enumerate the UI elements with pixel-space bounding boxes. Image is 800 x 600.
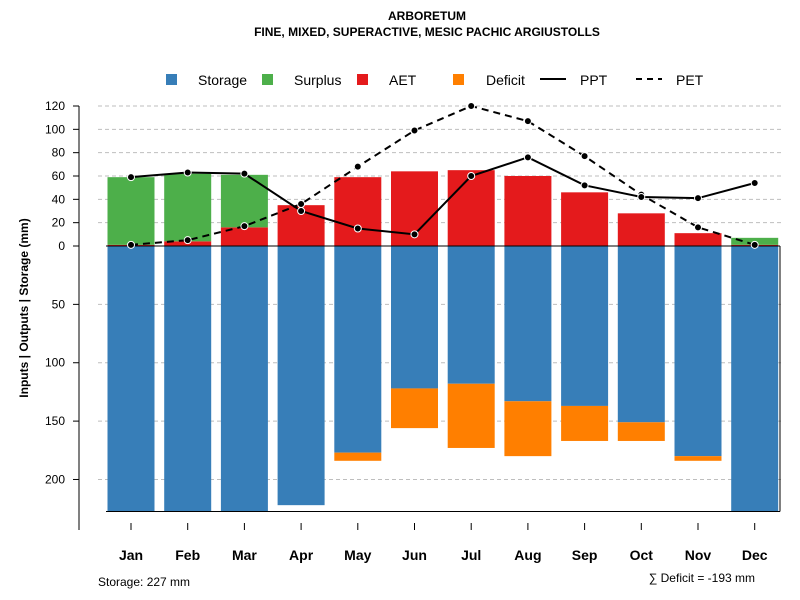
month-label: Oct xyxy=(630,547,654,563)
pet-point xyxy=(183,236,192,245)
storage-bar xyxy=(334,246,382,453)
y-tick-label: 200 xyxy=(45,472,65,486)
legend-aet-label: AET xyxy=(389,72,417,88)
ppt-point xyxy=(127,173,135,182)
pet-point xyxy=(353,162,362,171)
month-label: Feb xyxy=(175,547,200,563)
aet-bar xyxy=(617,213,665,246)
legend-pet-label: PET xyxy=(676,72,704,88)
ppt-point xyxy=(353,224,362,233)
ppt-point xyxy=(410,230,419,239)
deficit-bar xyxy=(504,401,552,457)
y-tick-label: 150 xyxy=(45,414,65,428)
ppt-point xyxy=(183,168,192,177)
legend-storage-swatch xyxy=(166,74,177,85)
y-tick-label: 60 xyxy=(52,169,66,183)
y-tick-label: 0 xyxy=(58,239,65,253)
ppt-point xyxy=(523,153,532,162)
ppt-point xyxy=(637,193,646,201)
pet-point xyxy=(127,240,135,249)
pet-point xyxy=(580,152,589,161)
deficit-bar xyxy=(674,456,722,461)
lines xyxy=(130,104,755,246)
month-label: Apr xyxy=(289,547,314,563)
month-label: Jan xyxy=(119,547,143,563)
storage-bar xyxy=(617,246,665,423)
storage-bar xyxy=(277,246,325,506)
y-tick-label: 40 xyxy=(52,192,66,206)
month-label: Dec xyxy=(742,547,768,563)
y-tick-label: 50 xyxy=(52,297,66,311)
legend-ppt-label: PPT xyxy=(580,72,608,88)
month-label: May xyxy=(344,547,371,563)
month-label: Sep xyxy=(572,547,598,563)
points xyxy=(127,102,759,249)
ppt-point xyxy=(694,194,702,203)
y-tick-label: 80 xyxy=(52,146,66,160)
pet-point xyxy=(467,102,476,110)
pet-point xyxy=(410,126,419,135)
deficit-bar xyxy=(617,422,665,441)
ppt-point xyxy=(580,181,589,190)
ppt-point xyxy=(467,172,476,180)
deficit-bar xyxy=(447,383,495,448)
legend-surplus-label: Surplus xyxy=(294,72,341,88)
legend-aet-swatch xyxy=(357,74,368,85)
month-label: Jun xyxy=(402,547,427,563)
surplus-bar xyxy=(107,177,155,245)
storage-bar xyxy=(447,246,495,384)
storage-bar xyxy=(220,246,268,511)
storage-bar xyxy=(391,246,438,389)
deficit-sum-note: ∑ Deficit = -193 mm xyxy=(649,571,755,585)
gridlines xyxy=(98,105,782,480)
pet-point xyxy=(297,200,306,208)
pet-point xyxy=(523,117,532,126)
storage-bar xyxy=(107,246,155,511)
pet-point xyxy=(750,240,759,249)
deficit-bar xyxy=(391,388,438,429)
aet-bar xyxy=(334,177,382,246)
month-label: Aug xyxy=(514,547,541,563)
y-axis: 0 20 40 60 80 100 120 50 100 150 200 xyxy=(45,99,80,530)
ppt-point xyxy=(297,207,306,215)
y-tick-label: 100 xyxy=(45,356,65,370)
storage-bar xyxy=(561,246,609,406)
deficit-bar xyxy=(334,452,382,461)
deficit-bar xyxy=(561,405,609,441)
bars xyxy=(106,170,781,512)
ppt-point xyxy=(240,169,249,178)
aet-bar xyxy=(504,176,552,246)
pet-line xyxy=(130,104,755,246)
pet-point xyxy=(240,222,249,231)
ppt-line xyxy=(130,156,755,236)
legend-surplus-swatch xyxy=(262,74,273,85)
legend-deficit-label: Deficit xyxy=(486,72,525,88)
aet-bar xyxy=(561,192,609,246)
ppt-point xyxy=(750,179,759,187)
storage-bar xyxy=(164,246,212,511)
aet-bar xyxy=(220,227,268,246)
y-tick-label: 20 xyxy=(52,216,66,230)
month-label: Jul xyxy=(461,547,481,563)
pet-point xyxy=(694,223,702,232)
y-axis-title: Inputs | Outputs | Storage (mm) xyxy=(17,218,31,397)
storage-note: Storage: 227 mm xyxy=(98,575,190,589)
chart-title: ARBORETUM xyxy=(388,9,466,23)
chart-subtitle: FINE, MIXED, SUPERACTIVE, MESIC PACHIC A… xyxy=(254,25,600,39)
storage-bar xyxy=(731,246,779,511)
legend: Storage Surplus AET Deficit PPT PET xyxy=(166,72,704,88)
aet-bar xyxy=(447,170,495,246)
month-label: Nov xyxy=(685,547,712,563)
aet-bar xyxy=(674,233,722,246)
month-label: Mar xyxy=(232,547,257,563)
surplus-bar xyxy=(164,173,212,242)
y-tick-label: 100 xyxy=(45,122,65,136)
storage-bar xyxy=(504,246,552,402)
y-tick-label: 120 xyxy=(45,99,65,113)
storage-bar xyxy=(674,246,722,457)
legend-storage-label: Storage xyxy=(198,72,247,88)
x-axis: Jan Feb Mar Apr May Jun Jul Aug Sep Oct Nov Dec xyxy=(119,523,768,563)
legend-deficit-swatch xyxy=(453,74,464,85)
